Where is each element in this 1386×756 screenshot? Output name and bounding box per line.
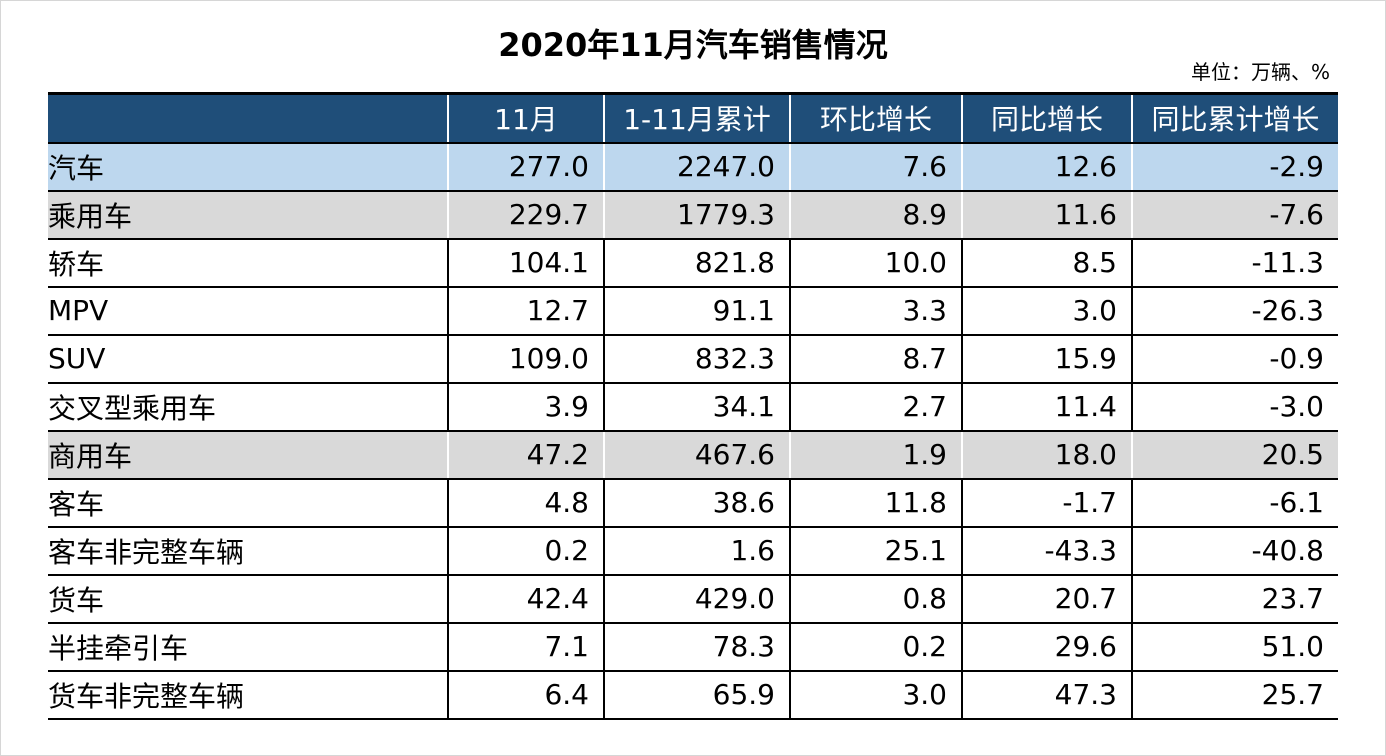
cell-mom-growth: 10.0 bbox=[789, 238, 962, 288]
cell-cumulative: 832.3 bbox=[603, 334, 790, 384]
row-label: 商用车 bbox=[48, 430, 448, 480]
row-label: 货车 bbox=[48, 574, 448, 624]
cell-month: 42.4 bbox=[447, 574, 604, 624]
cell-mom-growth: 25.1 bbox=[789, 526, 962, 576]
page-title: 2020年11月汽车销售情况 bbox=[498, 26, 888, 64]
cell-yoy-cumulative-growth: -0.9 bbox=[1131, 334, 1338, 384]
cell-mom-growth: 1.9 bbox=[789, 430, 962, 480]
table-row: 汽车 277.0 2247.0 7.6 12.6 -2.9 bbox=[48, 142, 1338, 192]
cell-cumulative: 78.3 bbox=[603, 622, 790, 672]
cell-yoy-cumulative-growth: -6.1 bbox=[1131, 478, 1338, 528]
cell-cumulative: 34.1 bbox=[603, 382, 790, 432]
cell-yoy-growth: 15.9 bbox=[961, 334, 1132, 384]
cell-yoy-cumulative-growth: -3.0 bbox=[1131, 382, 1338, 432]
cell-month: 277.0 bbox=[447, 142, 604, 192]
cell-month: 229.7 bbox=[447, 190, 604, 240]
cell-mom-growth: 0.2 bbox=[789, 622, 962, 672]
cell-mom-growth: 8.9 bbox=[789, 190, 962, 240]
row-label: 货车非完整车辆 bbox=[48, 670, 448, 720]
column-header-yoy-growth: 同比增长 bbox=[961, 92, 1132, 144]
cell-yoy-cumulative-growth: 51.0 bbox=[1131, 622, 1338, 672]
cell-cumulative: 429.0 bbox=[603, 574, 790, 624]
cell-month: 12.7 bbox=[447, 286, 604, 336]
table-row: 货车 42.4 429.0 0.8 20.7 23.7 bbox=[48, 574, 1338, 624]
cell-yoy-growth: -43.3 bbox=[961, 526, 1132, 576]
cell-yoy-growth: 47.3 bbox=[961, 670, 1132, 720]
cell-yoy-cumulative-growth: 25.7 bbox=[1131, 670, 1338, 720]
cell-yoy-cumulative-growth: 23.7 bbox=[1131, 574, 1338, 624]
cell-month: 109.0 bbox=[447, 334, 604, 384]
row-label: SUV bbox=[48, 334, 448, 384]
cell-cumulative: 91.1 bbox=[603, 286, 790, 336]
cell-yoy-cumulative-growth: -2.9 bbox=[1131, 142, 1338, 192]
table-header-row: 11月 1-11月累计 环比增长 同比增长 同比累计增长 bbox=[48, 92, 1338, 144]
cell-month: 7.1 bbox=[447, 622, 604, 672]
cell-cumulative: 65.9 bbox=[603, 670, 790, 720]
column-header-mom-growth: 环比增长 bbox=[789, 92, 962, 144]
cell-month: 47.2 bbox=[447, 430, 604, 480]
row-label: 客车非完整车辆 bbox=[48, 526, 448, 576]
cell-yoy-cumulative-growth: -7.6 bbox=[1131, 190, 1338, 240]
sales-table: 11月 1-11月累计 环比增长 同比增长 同比累计增长 汽车 277.0 22… bbox=[48, 92, 1338, 720]
row-label: 汽车 bbox=[48, 142, 448, 192]
column-header-category bbox=[48, 92, 448, 144]
table-row: 货车非完整车辆 6.4 65.9 3.0 47.3 25.7 bbox=[48, 670, 1338, 720]
table-row: 轿车 104.1 821.8 10.0 8.5 -11.3 bbox=[48, 238, 1338, 288]
column-header-cumulative: 1-11月累计 bbox=[603, 92, 790, 144]
cell-month: 3.9 bbox=[447, 382, 604, 432]
table-row: 客车非完整车辆 0.2 1.6 25.1 -43.3 -40.8 bbox=[48, 526, 1338, 576]
cell-mom-growth: 0.8 bbox=[789, 574, 962, 624]
cell-cumulative: 1779.3 bbox=[603, 190, 790, 240]
row-label: 乘用车 bbox=[48, 190, 448, 240]
cell-yoy-growth: 11.6 bbox=[961, 190, 1132, 240]
cell-cumulative: 467.6 bbox=[603, 430, 790, 480]
cell-yoy-growth: -1.7 bbox=[961, 478, 1132, 528]
cell-yoy-growth: 29.6 bbox=[961, 622, 1132, 672]
cell-mom-growth: 8.7 bbox=[789, 334, 962, 384]
table-row: 商用车 47.2 467.6 1.9 18.0 20.5 bbox=[48, 430, 1338, 480]
column-header-yoy-cumulative-growth: 同比累计增长 bbox=[1131, 92, 1338, 144]
cell-cumulative: 821.8 bbox=[603, 238, 790, 288]
cell-yoy-cumulative-growth: -26.3 bbox=[1131, 286, 1338, 336]
cell-cumulative: 38.6 bbox=[603, 478, 790, 528]
cell-cumulative: 1.6 bbox=[603, 526, 790, 576]
row-label: 客车 bbox=[48, 478, 448, 528]
cell-mom-growth: 11.8 bbox=[789, 478, 962, 528]
cell-cumulative: 2247.0 bbox=[603, 142, 790, 192]
cell-mom-growth: 7.6 bbox=[789, 142, 962, 192]
cell-mom-growth: 3.3 bbox=[789, 286, 962, 336]
cell-month: 104.1 bbox=[447, 238, 604, 288]
cell-month: 4.8 bbox=[447, 478, 604, 528]
table-row: 交叉型乘用车 3.9 34.1 2.7 11.4 -3.0 bbox=[48, 382, 1338, 432]
row-label: 交叉型乘用车 bbox=[48, 382, 448, 432]
cell-yoy-growth: 3.0 bbox=[961, 286, 1132, 336]
cell-yoy-growth: 12.6 bbox=[961, 142, 1132, 192]
column-header-month: 11月 bbox=[447, 92, 604, 144]
cell-month: 0.2 bbox=[447, 526, 604, 576]
table-row: 客车 4.8 38.6 11.8 -1.7 -6.1 bbox=[48, 478, 1338, 528]
cell-yoy-growth: 8.5 bbox=[961, 238, 1132, 288]
table-row: MPV 12.7 91.1 3.3 3.0 -26.3 bbox=[48, 286, 1338, 336]
cell-month: 6.4 bbox=[447, 670, 604, 720]
cell-yoy-growth: 11.4 bbox=[961, 382, 1132, 432]
row-label: 半挂牵引车 bbox=[48, 622, 448, 672]
cell-mom-growth: 2.7 bbox=[789, 382, 962, 432]
table-row: 半挂牵引车 7.1 78.3 0.2 29.6 51.0 bbox=[48, 622, 1338, 672]
row-label: MPV bbox=[48, 286, 448, 336]
row-label: 轿车 bbox=[48, 238, 448, 288]
cell-yoy-cumulative-growth: 20.5 bbox=[1131, 430, 1338, 480]
unit-label: 单位：万辆、% bbox=[1190, 60, 1330, 84]
table-row: SUV 109.0 832.3 8.7 15.9 -0.9 bbox=[48, 334, 1338, 384]
cell-yoy-growth: 20.7 bbox=[961, 574, 1132, 624]
cell-yoy-growth: 18.0 bbox=[961, 430, 1132, 480]
cell-yoy-cumulative-growth: -11.3 bbox=[1131, 238, 1338, 288]
cell-yoy-cumulative-growth: -40.8 bbox=[1131, 526, 1338, 576]
table-row: 乘用车 229.7 1779.3 8.9 11.6 -7.6 bbox=[48, 190, 1338, 240]
cell-mom-growth: 3.0 bbox=[789, 670, 962, 720]
